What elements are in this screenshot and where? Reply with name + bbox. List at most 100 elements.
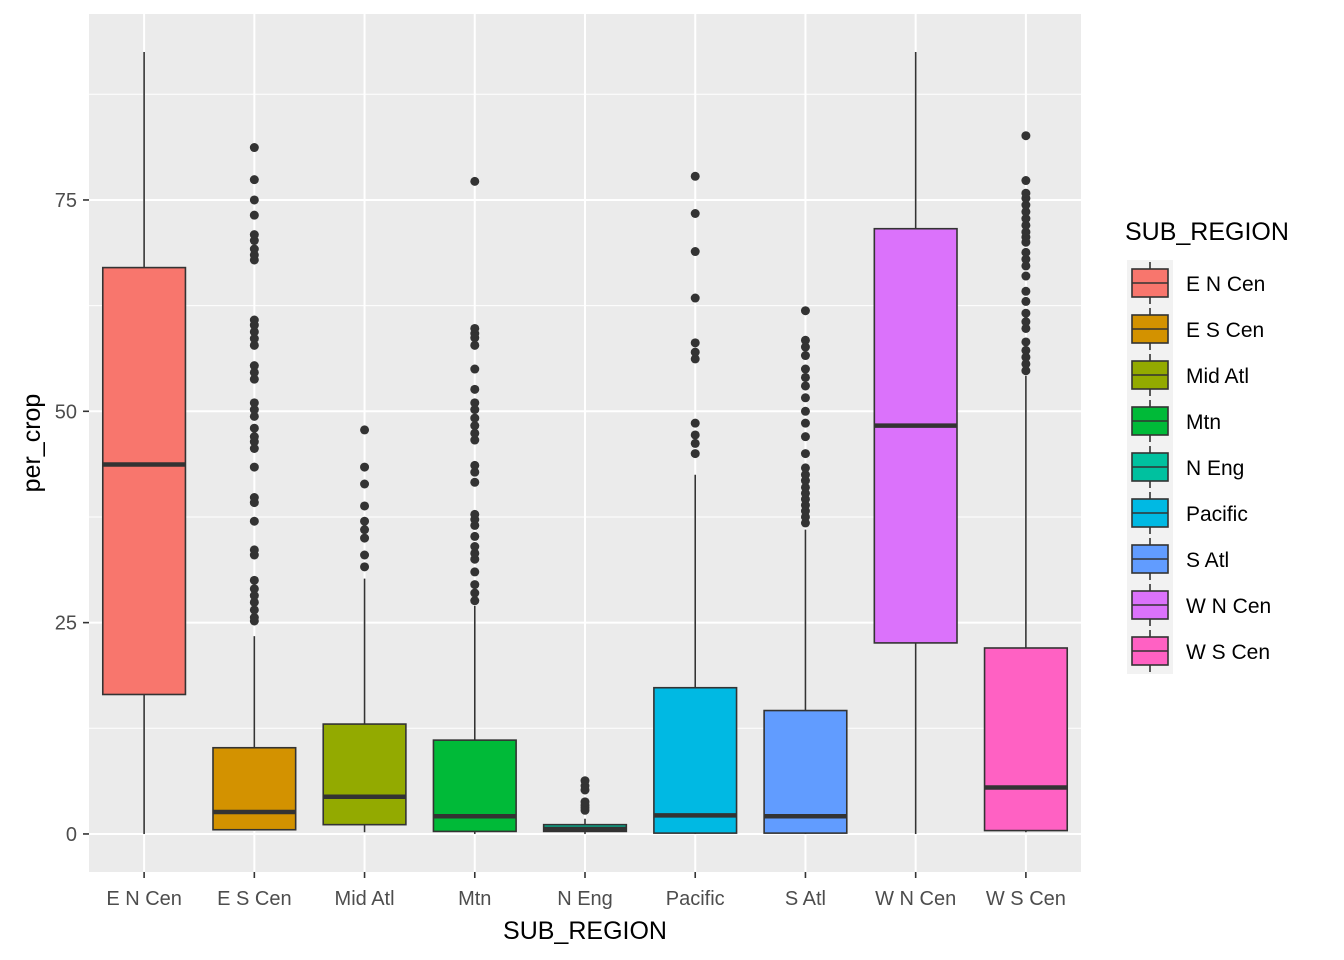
outlier-point [470,588,480,598]
boxes-layer [101,52,1069,834]
outlier-point [800,463,810,473]
box-body [983,647,1069,832]
outlier-point [470,477,480,487]
outlier-point [690,171,700,181]
y-tick-label: 0 [66,824,77,846]
box-body [653,686,738,834]
legend-item: N Eng [1127,444,1244,490]
outlier-point [249,230,259,240]
legend-item: Mtn [1127,398,1221,444]
outlier-point [470,460,480,470]
outlier-point [249,516,259,526]
outlier-point [1021,227,1031,237]
outlier-point [249,315,259,325]
legend-label: W S Cen [1186,641,1270,664]
outlier-point [360,550,370,560]
outlier-point [249,175,259,185]
outlier-point [800,342,810,352]
x-tick-label: S Atl [785,888,826,910]
outlier-point [1021,131,1031,141]
outlier-point [1021,317,1031,327]
outlier-point [249,143,259,153]
outlier-point [800,381,810,391]
outlier-point [1021,296,1031,306]
outlier-point [470,567,480,577]
box-mtn [432,176,517,834]
outlier-point [470,340,480,350]
x-tick-label: E S Cen [217,888,291,910]
outlier-point [800,335,810,345]
outlier-point [800,482,810,492]
x-tick-label: N Eng [557,888,613,910]
y-tick-label: 50 [55,401,77,423]
outlier-point [1021,261,1031,271]
box-w-n-cen [873,52,958,834]
legend-label: Mid Atl [1186,365,1249,388]
outlier-point [690,354,700,364]
outlier-point [690,438,700,448]
outlier-point [249,597,259,607]
outlier-point [249,591,259,601]
outlier-point [470,580,480,590]
box-e-n-cen [101,52,187,834]
outlier-point [249,334,259,344]
outlier-point [249,411,259,421]
outlier-point [690,430,700,440]
outlier-point [800,306,810,316]
outlier-point [249,210,259,220]
outlier-point [470,176,480,186]
legend-item: W S Cen [1127,628,1270,674]
legend-label: E S Cen [1186,319,1264,342]
outlier-point [470,596,480,606]
outlier-point [249,367,259,377]
x-tick-label: Mtn [458,888,491,910]
x-tick-label: Pacific [666,888,725,910]
box-body [101,266,187,696]
outlier-point [580,797,590,807]
outlier-point [690,338,700,348]
outlier-point [800,351,810,361]
outlier-point [690,418,700,428]
outlier-point [1021,254,1031,264]
legend-item: S Atl [1127,536,1229,582]
outlier-point [690,347,700,357]
outlier-point [249,545,259,555]
legend-item: E N Cen [1127,260,1265,306]
outlier-point [249,327,259,337]
outlier-point [690,247,700,257]
outlier-point [470,428,480,438]
outlier-point [690,449,700,459]
box-body [763,709,848,834]
legend-label: S Atl [1186,549,1229,572]
outlier-point [249,575,259,585]
x-tick-label: E N Cen [106,888,182,910]
outlier-point [249,423,259,433]
outlier-point [470,435,480,445]
outlier-point [1021,323,1031,333]
x-tick-label: Mid Atl [335,888,395,910]
outlier-point [249,432,259,442]
x-axis-title: SUB_REGION [503,917,667,945]
outlier-point [1021,271,1031,281]
legend-item: Mid Atl [1127,352,1249,398]
box-body [212,746,297,831]
outlier-point [1021,247,1031,257]
legend-item: W N Cen [1127,582,1271,628]
box-n-eng [542,776,628,834]
box-s-atl [763,306,848,834]
outlier-point [249,443,259,453]
outlier-point [580,776,590,786]
outlier-point [360,501,370,511]
outlier-point [470,509,480,519]
outlier-point [470,467,480,477]
outlier-point [470,323,480,333]
outlier-point [249,374,259,384]
legend: SUB_REGION E N Cen E S Cen Mid Atl Mtn N Eng… [1125,218,1289,674]
outlier-point [1021,345,1031,355]
outlier-point [470,421,480,431]
outlier-point [800,406,810,416]
x-tick-label: W N Cen [875,888,956,910]
outlier-point [690,293,700,303]
outlier-point [470,548,480,558]
